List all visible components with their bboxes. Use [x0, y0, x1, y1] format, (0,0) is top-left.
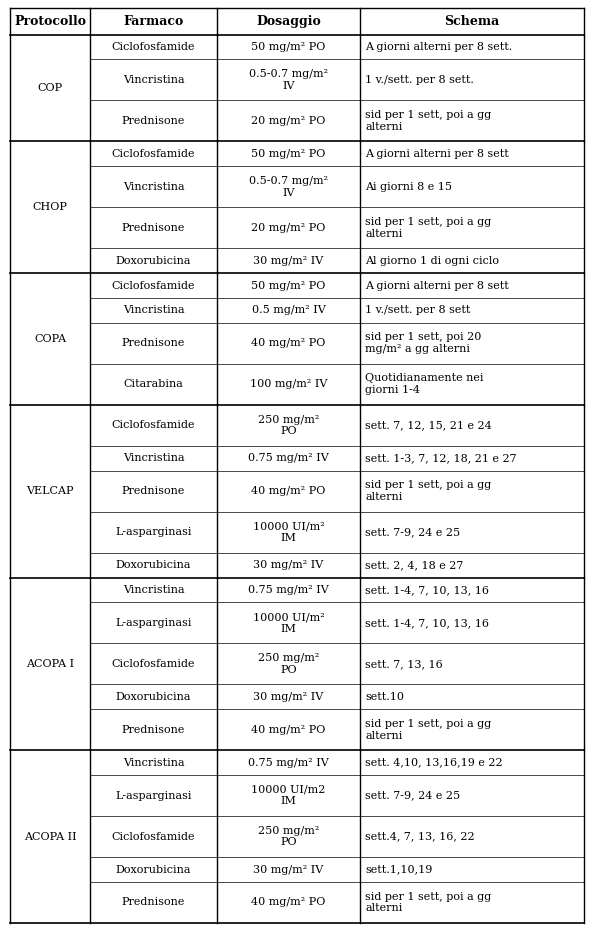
Text: 30 mg/m² IV: 30 mg/m² IV — [253, 692, 324, 702]
Text: 30 mg/m² IV: 30 mg/m² IV — [253, 560, 324, 570]
Text: 10000 UI/m²
IM: 10000 UI/m² IM — [252, 612, 324, 634]
Text: sid per 1 sett, poi a gg
alterni: sid per 1 sett, poi a gg alterni — [365, 217, 491, 238]
Text: Citarabina: Citarabina — [124, 379, 184, 389]
Text: Doxorubicina: Doxorubicina — [116, 560, 191, 570]
Text: sett. 2, 4, 18 e 27: sett. 2, 4, 18 e 27 — [365, 560, 463, 570]
Text: COP: COP — [37, 83, 63, 93]
Text: sid per 1 sett, poi a gg
alterni: sid per 1 sett, poi a gg alterni — [365, 892, 491, 913]
Text: 0.75 mg/m² IV: 0.75 mg/m² IV — [248, 585, 328, 595]
Text: Prednisone: Prednisone — [122, 223, 185, 233]
Text: 0.75 mg/m² IV: 0.75 mg/m² IV — [248, 758, 328, 768]
Text: 0.75 mg/m² IV: 0.75 mg/m² IV — [248, 453, 328, 464]
Text: sett. 7, 13, 16: sett. 7, 13, 16 — [365, 659, 443, 668]
Text: Prednisone: Prednisone — [122, 724, 185, 735]
Text: Doxorubicina: Doxorubicina — [116, 256, 191, 265]
Text: Ai giorni 8 e 15: Ai giorni 8 e 15 — [365, 182, 452, 192]
Text: Vincristina: Vincristina — [123, 305, 184, 316]
Text: Vincristina: Vincristina — [123, 182, 184, 192]
Text: L-asparginasi: L-asparginasi — [115, 790, 192, 801]
Text: sett.1,10,19: sett.1,10,19 — [365, 865, 432, 874]
Text: Prednisone: Prednisone — [122, 116, 185, 126]
Text: 30 mg/m² IV: 30 mg/m² IV — [253, 256, 324, 265]
Text: 250 mg/m²
PO: 250 mg/m² PO — [258, 414, 319, 436]
Text: 1 v./sett. per 8 sett.: 1 v./sett. per 8 sett. — [365, 74, 474, 85]
Text: 0.5-0.7 mg/m²
IV: 0.5-0.7 mg/m² IV — [249, 176, 328, 197]
Text: 40 mg/m² PO: 40 mg/m² PO — [251, 486, 326, 496]
Text: 20 mg/m² PO: 20 mg/m² PO — [251, 223, 326, 233]
Text: 40 mg/m² PO: 40 mg/m² PO — [251, 724, 326, 735]
Text: Schema: Schema — [444, 15, 500, 28]
Text: Al giorno 1 di ogni ciclo: Al giorno 1 di ogni ciclo — [365, 256, 499, 265]
Text: 40 mg/m² PO: 40 mg/m² PO — [251, 897, 326, 908]
Text: Ciclofosfamide: Ciclofosfamide — [112, 420, 195, 430]
Text: Ciclofosfamide: Ciclofosfamide — [112, 149, 195, 159]
Text: A giorni alterni per 8 sett: A giorni alterni per 8 sett — [365, 149, 509, 159]
Text: Doxorubicina: Doxorubicina — [116, 865, 191, 874]
Text: 20 mg/m² PO: 20 mg/m² PO — [251, 116, 326, 126]
Text: Quotidianamente nei
giorni 1-4: Quotidianamente nei giorni 1-4 — [365, 373, 484, 395]
Text: sett. 7, 12, 15, 21 e 24: sett. 7, 12, 15, 21 e 24 — [365, 420, 492, 430]
Text: ACOPA I: ACOPA I — [26, 659, 74, 668]
Text: Ciclofosfamide: Ciclofosfamide — [112, 659, 195, 668]
Text: 250 mg/m²
PO: 250 mg/m² PO — [258, 654, 319, 675]
Text: Vincristina: Vincristina — [123, 585, 184, 595]
Text: sett. 1-4, 7, 10, 13, 16: sett. 1-4, 7, 10, 13, 16 — [365, 618, 489, 627]
Text: Farmaco: Farmaco — [124, 15, 184, 28]
Text: 50 mg/m² PO: 50 mg/m² PO — [251, 42, 326, 52]
Text: 10000 UI/m²
IM: 10000 UI/m² IM — [252, 521, 324, 543]
Text: L-asparginasi: L-asparginasi — [115, 527, 192, 537]
Text: 0.5 mg/m² IV: 0.5 mg/m² IV — [251, 305, 326, 316]
Text: sett. 4,10, 13,16,19 e 22: sett. 4,10, 13,16,19 e 22 — [365, 758, 503, 768]
Text: sett. 1-3, 7, 12, 18, 21 e 27: sett. 1-3, 7, 12, 18, 21 e 27 — [365, 453, 517, 464]
Text: sid per 1 sett, poi a gg
alterni: sid per 1 sett, poi a gg alterni — [365, 110, 491, 132]
Text: 50 mg/m² PO: 50 mg/m² PO — [251, 149, 326, 159]
Text: Vincristina: Vincristina — [123, 758, 184, 768]
Text: sid per 1 sett, poi 20
mg/m² a gg alterni: sid per 1 sett, poi 20 mg/m² a gg altern… — [365, 332, 482, 354]
Text: CHOP: CHOP — [33, 202, 68, 212]
Text: 100 mg/m² IV: 100 mg/m² IV — [249, 379, 327, 389]
Text: L-asparginasi: L-asparginasi — [115, 618, 192, 627]
Text: Vincristina: Vincristina — [123, 453, 184, 464]
Text: sett. 7-9, 24 e 25: sett. 7-9, 24 e 25 — [365, 790, 460, 801]
Text: 0.5-0.7 mg/m²
IV: 0.5-0.7 mg/m² IV — [249, 69, 328, 90]
Text: Doxorubicina: Doxorubicina — [116, 692, 191, 702]
Text: ACOPA II: ACOPA II — [24, 831, 77, 842]
Text: 1 v./sett. per 8 sett: 1 v./sett. per 8 sett — [365, 305, 470, 316]
Text: 50 mg/m² PO: 50 mg/m² PO — [251, 280, 326, 290]
Text: VELCAP: VELCAP — [26, 486, 74, 496]
Text: Ciclofosfamide: Ciclofosfamide — [112, 42, 195, 52]
Text: Ciclofosfamide: Ciclofosfamide — [112, 280, 195, 290]
Text: Prednisone: Prednisone — [122, 486, 185, 496]
Text: sett.10: sett.10 — [365, 692, 404, 702]
Text: sid per 1 sett, poi a gg
alterni: sid per 1 sett, poi a gg alterni — [365, 480, 491, 502]
Text: 250 mg/m²
PO: 250 mg/m² PO — [258, 826, 319, 847]
Text: Dosaggio: Dosaggio — [256, 15, 321, 28]
Text: 30 mg/m² IV: 30 mg/m² IV — [253, 865, 324, 874]
Text: Protocollo: Protocollo — [14, 15, 86, 28]
Text: Prednisone: Prednisone — [122, 897, 185, 908]
Text: Vincristina: Vincristina — [123, 74, 184, 85]
Text: sett. 7-9, 24 e 25: sett. 7-9, 24 e 25 — [365, 527, 460, 537]
Text: A giorni alterni per 8 sett.: A giorni alterni per 8 sett. — [365, 42, 513, 52]
Text: sid per 1 sett, poi a gg
alterni: sid per 1 sett, poi a gg alterni — [365, 719, 491, 740]
Text: sett.4, 7, 13, 16, 22: sett.4, 7, 13, 16, 22 — [365, 831, 475, 842]
Text: 40 mg/m² PO: 40 mg/m² PO — [251, 338, 326, 348]
Text: COPA: COPA — [34, 334, 67, 344]
Text: A giorni alterni per 8 sett: A giorni alterni per 8 sett — [365, 280, 509, 290]
Text: Prednisone: Prednisone — [122, 338, 185, 348]
Text: 10000 UI/m2
IM: 10000 UI/m2 IM — [251, 785, 326, 806]
Text: sett. 1-4, 7, 10, 13, 16: sett. 1-4, 7, 10, 13, 16 — [365, 585, 489, 595]
Text: Ciclofosfamide: Ciclofosfamide — [112, 831, 195, 842]
